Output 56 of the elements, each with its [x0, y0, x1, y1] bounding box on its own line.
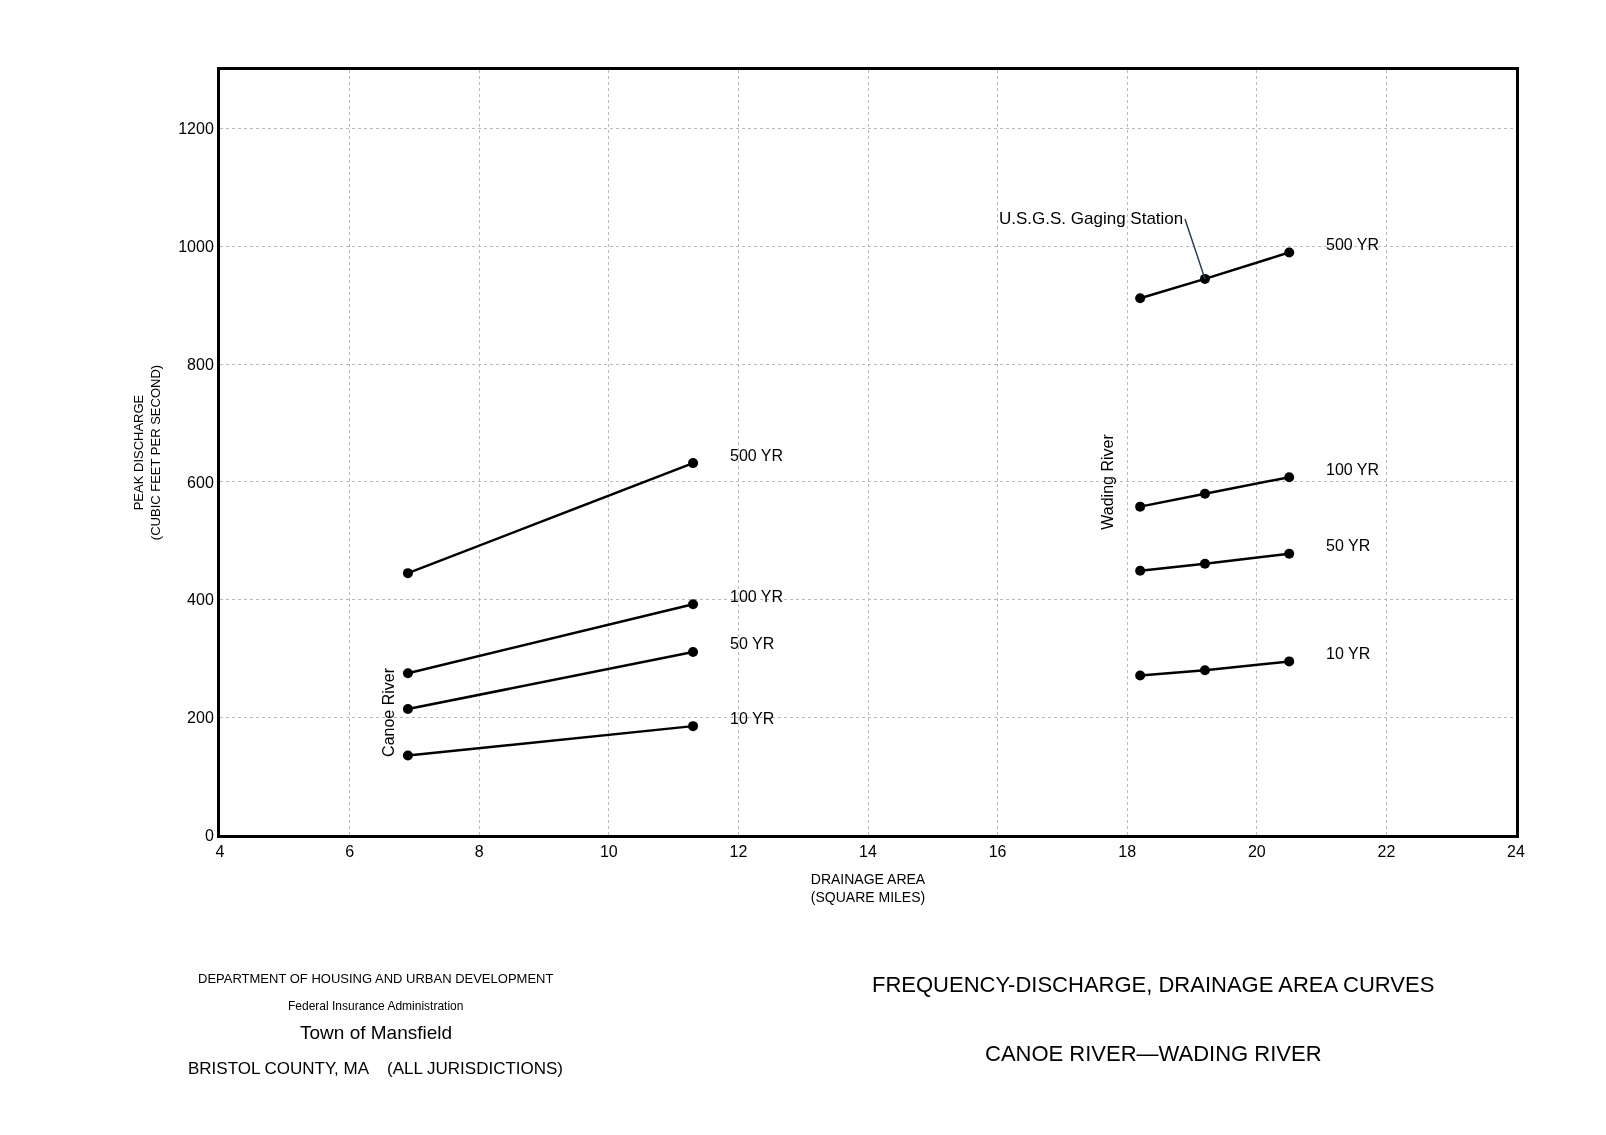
x-tick-label: 10	[599, 843, 618, 861]
y-tick-label: 200	[187, 708, 214, 726]
point	[1199, 488, 1210, 499]
point	[1135, 501, 1146, 512]
annotation: U.S.G.S. Gaging Station	[999, 209, 1184, 228]
point	[688, 458, 699, 469]
point	[1284, 656, 1295, 667]
text: DEPARTMENT OF HOUSING AND URBAN DEVELOPMENT	[198, 971, 554, 986]
point	[688, 721, 699, 732]
text: CANOE RIVER—WADING RIVER	[985, 1041, 1322, 1066]
y-tick-label: 400	[187, 591, 214, 609]
point	[1199, 558, 1210, 569]
annotation: Wading River	[1098, 433, 1116, 530]
text: FREQUENCY-DISCHARGE, DRAINAGE AREA CURVES	[872, 972, 1435, 997]
annotation: 10 YR	[1326, 645, 1371, 662]
y-axis-title: PEAK DISCHARGE (CUBIC FEET PER SECOND)	[131, 364, 164, 541]
point	[1199, 665, 1210, 676]
text: Town of Mansfield	[300, 1022, 453, 1043]
x-tick-label: 14	[859, 843, 877, 861]
point	[688, 599, 699, 610]
text: Federal Insurance Administration	[288, 999, 464, 1013]
annotation: 500 YR	[730, 447, 784, 464]
point	[402, 568, 413, 579]
y-tick-label: 1200	[178, 120, 214, 138]
y-tick-label: 1000	[178, 238, 214, 256]
point	[402, 704, 413, 715]
annotation: 50 YR	[1326, 537, 1371, 554]
point	[402, 668, 413, 679]
y-tick-label: 600	[187, 473, 214, 491]
annotation: 50 YR	[730, 635, 775, 652]
point	[1135, 293, 1146, 304]
x-axis-title: DRAINAGE AREA (SQUARE MILES)	[810, 870, 926, 905]
point	[1135, 565, 1146, 576]
x-tick-label: 20	[1247, 843, 1266, 861]
x-tick-label: 6	[345, 843, 355, 861]
point	[688, 646, 699, 657]
point	[1284, 247, 1295, 258]
annotation: 500 YR	[1326, 236, 1380, 253]
x-tick-label: 24	[1507, 843, 1525, 861]
text: BRISTOL COUNTY, MA (ALL JURISDICTIONS)	[188, 1059, 564, 1078]
annotation: Canoe River	[380, 667, 398, 757]
annotation: 100 YR	[730, 588, 784, 605]
point	[402, 750, 413, 761]
point	[1135, 670, 1146, 681]
point	[1284, 548, 1295, 559]
y-tick-label: 0	[204, 826, 214, 844]
x-tick-label: 8	[474, 843, 484, 861]
x-tick-label: 22	[1377, 843, 1396, 861]
y-tick-label: 800	[187, 355, 214, 373]
point	[1284, 472, 1295, 483]
x-tick-label: 4	[215, 843, 225, 861]
annotation: 100 YR	[1326, 461, 1380, 478]
annotation: 10 YR	[730, 710, 775, 727]
x-tick-label: 18	[1118, 843, 1137, 861]
x-tick-label: 16	[988, 843, 1007, 861]
x-tick-label: 12	[729, 843, 748, 861]
